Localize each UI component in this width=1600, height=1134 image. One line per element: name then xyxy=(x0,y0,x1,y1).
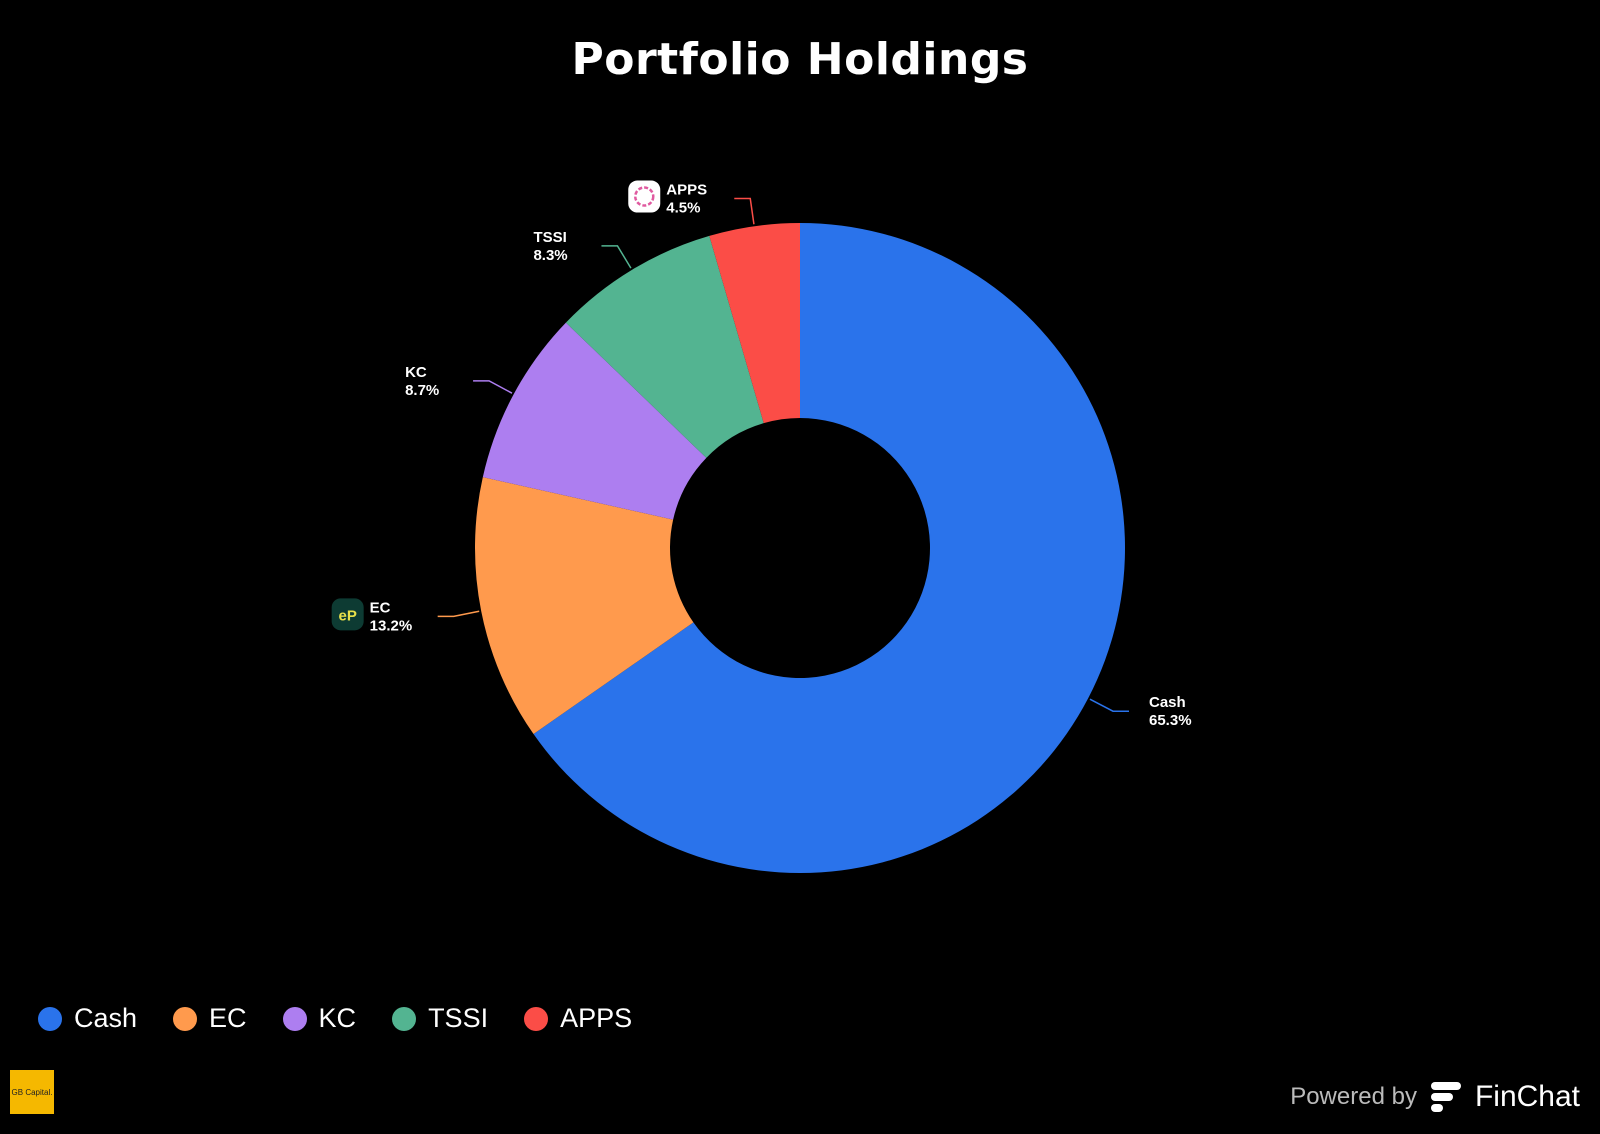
powered-by-footer: Powered by FinChat xyxy=(1290,1080,1580,1114)
logo-badge-apps-icon xyxy=(628,180,661,213)
leader-line-ec xyxy=(437,610,480,618)
legend-label: Cash xyxy=(74,1003,138,1033)
brand-logo: GB Capital. xyxy=(10,1070,54,1114)
slice-ec xyxy=(475,477,694,735)
legend-label: APPS xyxy=(560,1003,633,1033)
legend-item-ec[interactable]: EC xyxy=(173,1003,247,1034)
powered-by-text: Powered by xyxy=(1290,1083,1417,1110)
legend-swatch-icon xyxy=(38,1006,62,1031)
apps-logo-swirl-icon xyxy=(634,186,655,207)
legend-label: EC xyxy=(209,1003,247,1033)
leader-line-cash xyxy=(1089,698,1130,712)
slice-kc xyxy=(482,322,707,520)
slice-tssi xyxy=(565,235,764,458)
finchat-logo-icon xyxy=(1430,1082,1461,1112)
legend-label: TSSI xyxy=(428,1003,489,1033)
leader-line-kc xyxy=(473,380,513,394)
ec-logo-glyph-icon: eP xyxy=(338,607,356,624)
chart-legend: Cash EC KC TSSI APPS xyxy=(38,1003,632,1034)
chart-title: Portfolio Holdings xyxy=(571,34,1029,85)
data-label-kc: KC 8.7% xyxy=(405,364,439,399)
data-label-ec: EC 13.2% xyxy=(370,599,413,634)
logo-badge-ec-icon xyxy=(331,598,364,631)
legend-swatch-icon xyxy=(524,1006,549,1031)
data-label-tssi: TSSI 8.3% xyxy=(533,229,567,264)
legend-item-apps[interactable]: APPS xyxy=(524,1003,632,1034)
legend-label: KC xyxy=(318,1003,357,1033)
legend-item-cash[interactable]: Cash xyxy=(38,1003,137,1034)
leader-line-tssi xyxy=(601,245,632,269)
data-label-cash: Cash 65.3% xyxy=(1149,694,1192,729)
slice-cash xyxy=(533,223,1125,873)
slice-apps xyxy=(709,223,800,424)
legend-swatch-icon xyxy=(173,1006,198,1031)
legend-swatch-icon xyxy=(392,1006,417,1031)
data-label-apps: APPS 4.5% xyxy=(666,182,707,217)
leader-line-apps xyxy=(734,197,755,225)
legend-swatch-icon xyxy=(282,1006,307,1031)
finchat-name: FinChat xyxy=(1474,1080,1580,1113)
legend-item-kc[interactable]: KC xyxy=(282,1003,357,1034)
legend-item-tssi[interactable]: TSSI xyxy=(392,1003,488,1034)
